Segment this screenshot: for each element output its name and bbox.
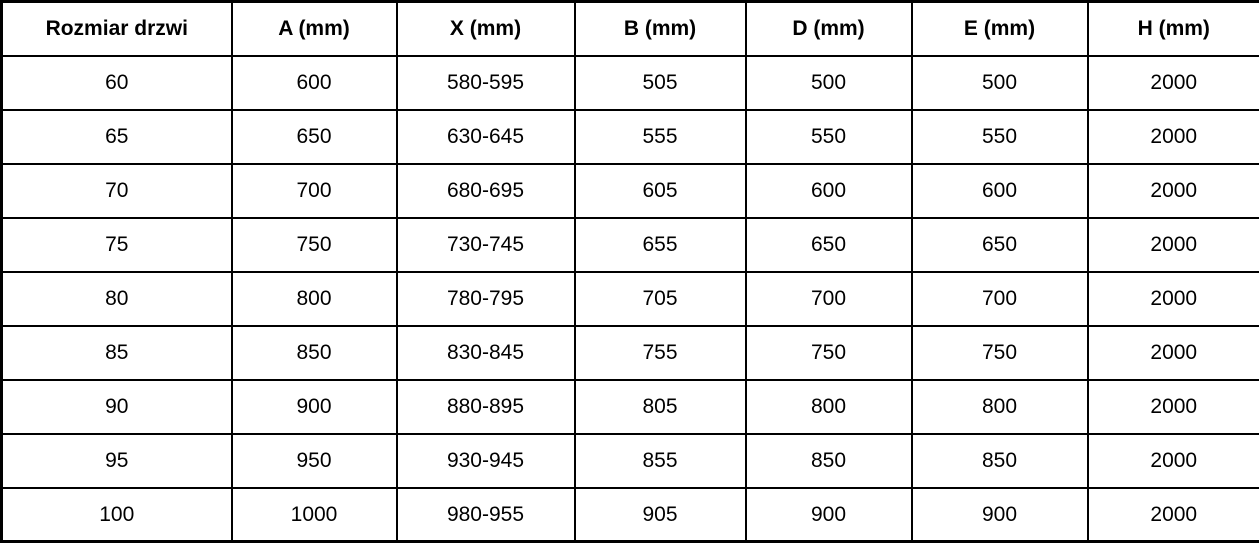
table-cell: 830-845 bbox=[397, 326, 575, 380]
table-cell: 95 bbox=[2, 434, 232, 488]
table-cell: 555 bbox=[575, 110, 746, 164]
column-header: H (mm) bbox=[1088, 2, 1259, 56]
table-cell: 880-895 bbox=[397, 380, 575, 434]
table-cell: 750 bbox=[232, 218, 397, 272]
table-cell: 855 bbox=[575, 434, 746, 488]
table-cell: 780-795 bbox=[397, 272, 575, 326]
table-cell: 2000 bbox=[1088, 380, 1259, 434]
table-cell: 850 bbox=[746, 434, 912, 488]
table-cell: 630-645 bbox=[397, 110, 575, 164]
table-cell: 750 bbox=[746, 326, 912, 380]
table-cell: 2000 bbox=[1088, 164, 1259, 218]
table-cell: 605 bbox=[575, 164, 746, 218]
table-cell: 800 bbox=[232, 272, 397, 326]
table-cell: 1000 bbox=[232, 488, 397, 542]
table-cell: 755 bbox=[575, 326, 746, 380]
column-header: D (mm) bbox=[746, 2, 912, 56]
table-cell: 600 bbox=[912, 164, 1088, 218]
table-cell: 730-745 bbox=[397, 218, 575, 272]
table-cell: 900 bbox=[232, 380, 397, 434]
table-cell: 550 bbox=[746, 110, 912, 164]
table-cell: 680-695 bbox=[397, 164, 575, 218]
table-cell: 650 bbox=[746, 218, 912, 272]
table-cell: 80 bbox=[2, 272, 232, 326]
table-cell: 850 bbox=[232, 326, 397, 380]
column-header: X (mm) bbox=[397, 2, 575, 56]
table-cell: 505 bbox=[575, 56, 746, 110]
table-cell: 900 bbox=[912, 488, 1088, 542]
table-cell: 2000 bbox=[1088, 56, 1259, 110]
table-cell: 655 bbox=[575, 218, 746, 272]
table-cell: 2000 bbox=[1088, 488, 1259, 542]
table-cell: 930-945 bbox=[397, 434, 575, 488]
table-cell: 2000 bbox=[1088, 326, 1259, 380]
table-cell: 800 bbox=[746, 380, 912, 434]
table-cell: 100 bbox=[2, 488, 232, 542]
table-cell: 70 bbox=[2, 164, 232, 218]
table-cell: 650 bbox=[912, 218, 1088, 272]
column-header: A (mm) bbox=[232, 2, 397, 56]
table-cell: 90 bbox=[2, 380, 232, 434]
table-cell: 700 bbox=[746, 272, 912, 326]
table-cell: 750 bbox=[912, 326, 1088, 380]
table-cell: 650 bbox=[232, 110, 397, 164]
table-cell: 800 bbox=[912, 380, 1088, 434]
table-cell: 2000 bbox=[1088, 218, 1259, 272]
table-cell: 580-595 bbox=[397, 56, 575, 110]
table-cell: 550 bbox=[912, 110, 1088, 164]
table-cell: 600 bbox=[746, 164, 912, 218]
table-cell: 700 bbox=[912, 272, 1088, 326]
table-cell: 2000 bbox=[1088, 272, 1259, 326]
table-cell: 2000 bbox=[1088, 434, 1259, 488]
table-cell: 65 bbox=[2, 110, 232, 164]
table-cell: 85 bbox=[2, 326, 232, 380]
column-header: Rozmiar drzwi bbox=[2, 2, 232, 56]
table-cell: 850 bbox=[912, 434, 1088, 488]
table-cell: 600 bbox=[232, 56, 397, 110]
table-cell: 500 bbox=[912, 56, 1088, 110]
table-cell: 705 bbox=[575, 272, 746, 326]
table-cell: 60 bbox=[2, 56, 232, 110]
column-header: E (mm) bbox=[912, 2, 1088, 56]
table-cell: 900 bbox=[746, 488, 912, 542]
table-cell: 700 bbox=[232, 164, 397, 218]
table-cell: 75 bbox=[2, 218, 232, 272]
table-cell: 980-955 bbox=[397, 488, 575, 542]
column-header: B (mm) bbox=[575, 2, 746, 56]
table-cell: 805 bbox=[575, 380, 746, 434]
table-cell: 2000 bbox=[1088, 110, 1259, 164]
table-cell: 905 bbox=[575, 488, 746, 542]
table-cell: 950 bbox=[232, 434, 397, 488]
table-cell: 500 bbox=[746, 56, 912, 110]
